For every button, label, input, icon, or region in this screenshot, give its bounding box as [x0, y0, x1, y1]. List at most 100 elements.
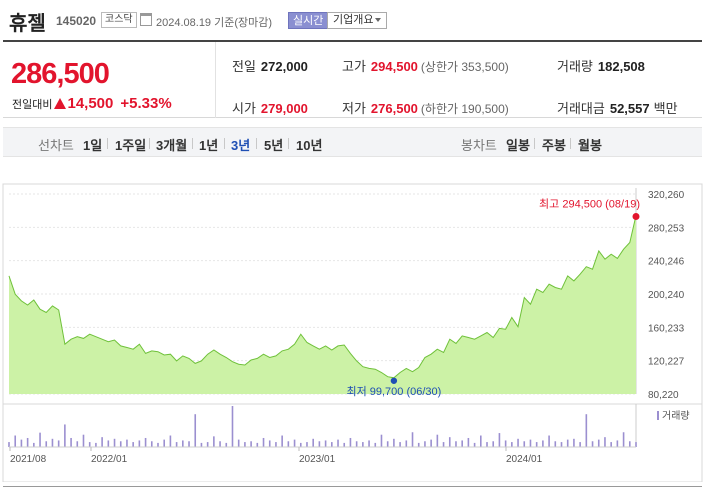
- price-change: 전일대비 14,500 +5.33%: [12, 95, 172, 112]
- tab-1d[interactable]: 1일: [83, 138, 103, 153]
- day-low-value: 276,500: [370, 101, 418, 116]
- volume-bar: [194, 414, 197, 447]
- tab-daily[interactable]: 일봉: [506, 138, 530, 153]
- volume-bar: [175, 442, 178, 447]
- y-tick-label: 80,220: [648, 390, 679, 401]
- volume-bar: [393, 438, 395, 447]
- volume-bar: [529, 439, 532, 447]
- volume-bar: [225, 442, 228, 447]
- volume-bar: [436, 434, 439, 447]
- volume-bar: [64, 424, 66, 447]
- tab-1y[interactable]: 1년: [199, 138, 219, 153]
- volume-bar: [417, 442, 420, 447]
- tab-divider: [534, 138, 535, 149]
- volume-bar: [293, 439, 296, 447]
- volume-bar: [26, 437, 29, 447]
- volume-bar: [20, 439, 23, 447]
- prev-close-value: 272,000: [260, 59, 308, 74]
- volume-bar: [374, 442, 377, 447]
- tab-3y[interactable]: 3년: [231, 138, 251, 153]
- tab-10y[interactable]: 10년: [296, 138, 323, 153]
- chart-frame: [2, 183, 703, 482]
- volume-bar: [399, 442, 401, 447]
- volume-bar: [188, 441, 190, 447]
- volume-bar: [548, 435, 550, 447]
- volume-bar: [262, 437, 265, 447]
- price-area: [9, 215, 636, 394]
- volume-bar: [517, 438, 519, 447]
- trade-amount-label: 거래대금: [557, 101, 605, 116]
- volume-bar: [14, 435, 17, 447]
- volume-bar: [585, 414, 588, 447]
- volume-bar: [244, 442, 246, 447]
- high-label: 최고 294,500 (08/19): [539, 197, 640, 210]
- divider: [215, 42, 216, 118]
- volume-bar: [275, 442, 277, 447]
- company-info-label: 기업개요: [333, 14, 374, 26]
- volume-bar: [442, 442, 445, 447]
- volume-bar: [237, 439, 240, 447]
- tab-divider: [224, 138, 225, 149]
- tab-divider: [107, 138, 108, 149]
- trade-amount-unit: 백만: [653, 101, 678, 116]
- lower-limit: (하한가 190,500): [420, 102, 509, 116]
- open-price: 시가 279,000: [232, 98, 308, 117]
- volume-bar: [318, 441, 321, 447]
- volume-bar: [287, 441, 290, 447]
- volume-bar: [169, 435, 172, 447]
- tab-monthly[interactable]: 월봉: [578, 138, 602, 153]
- prev-close-label: 전일: [232, 59, 256, 74]
- candle-chart-label: 봉차트: [461, 138, 497, 153]
- tab-3m[interactable]: 3개월: [156, 138, 188, 153]
- stock-name: 휴젤: [9, 13, 46, 35]
- x-tick-label: 2023/01: [299, 454, 336, 465]
- company-info-dropdown[interactable]: 기업개요: [327, 12, 388, 29]
- line-chart-label: 선차트: [38, 138, 74, 153]
- volume: 거래량 182,508: [557, 56, 645, 75]
- volume-bar: [157, 442, 159, 447]
- volume-bar: [182, 440, 184, 447]
- price-line: [8, 215, 637, 379]
- volume-bar: [343, 442, 346, 447]
- stock-code: 145020: [56, 14, 97, 28]
- volume-bar: [554, 441, 557, 447]
- y-tick-label: 320,260: [648, 190, 685, 201]
- high-marker: [632, 212, 640, 220]
- calendar-icon: [140, 13, 152, 26]
- volume-bar: [219, 441, 221, 447]
- volume-bar: [448, 437, 451, 447]
- trade-amount-value: 52,557: [609, 101, 650, 116]
- volume-bar: [504, 440, 507, 447]
- volume-bar: [362, 442, 364, 447]
- volume-bar: [76, 441, 79, 447]
- tab-1w[interactable]: 1주일: [115, 138, 147, 153]
- x-tick-label: 2021/08: [10, 454, 47, 465]
- y-tick-label: 280,253: [648, 223, 685, 234]
- price-chart: 320,260 280,253 240,246 200,240 160,233 120,2…: [2, 183, 703, 482]
- volume-bar: [39, 432, 41, 447]
- volume-bar: [231, 406, 234, 447]
- volume-legend-label: 거래량: [662, 410, 690, 422]
- volume-bar: [467, 437, 470, 447]
- volume-bar: [70, 437, 72, 447]
- tab-divider: [256, 138, 257, 149]
- day-high-value: 294,500: [370, 59, 418, 74]
- volume-bar: [473, 442, 476, 447]
- volume-bar: [579, 442, 581, 447]
- tab-5y[interactable]: 5년: [264, 138, 284, 153]
- realtime-button[interactable]: 실시간: [288, 12, 329, 29]
- volume-bar: [88, 442, 91, 447]
- volume-bar: [380, 434, 383, 447]
- up-arrow-icon: [54, 98, 67, 109]
- change-percent: +5.33%: [120, 95, 172, 112]
- volume-bar: [132, 442, 134, 447]
- volume-bar: [386, 441, 389, 447]
- tab-weekly[interactable]: 주봉: [542, 138, 566, 153]
- volume-bar: [616, 440, 619, 447]
- volume-bar: [113, 438, 116, 447]
- volume-bar: [480, 435, 482, 447]
- volume-bar: [126, 439, 128, 447]
- volume-bar: [492, 441, 495, 447]
- low-label: 최저 99,700 (06/30): [346, 385, 441, 398]
- volume-bar: [101, 437, 103, 447]
